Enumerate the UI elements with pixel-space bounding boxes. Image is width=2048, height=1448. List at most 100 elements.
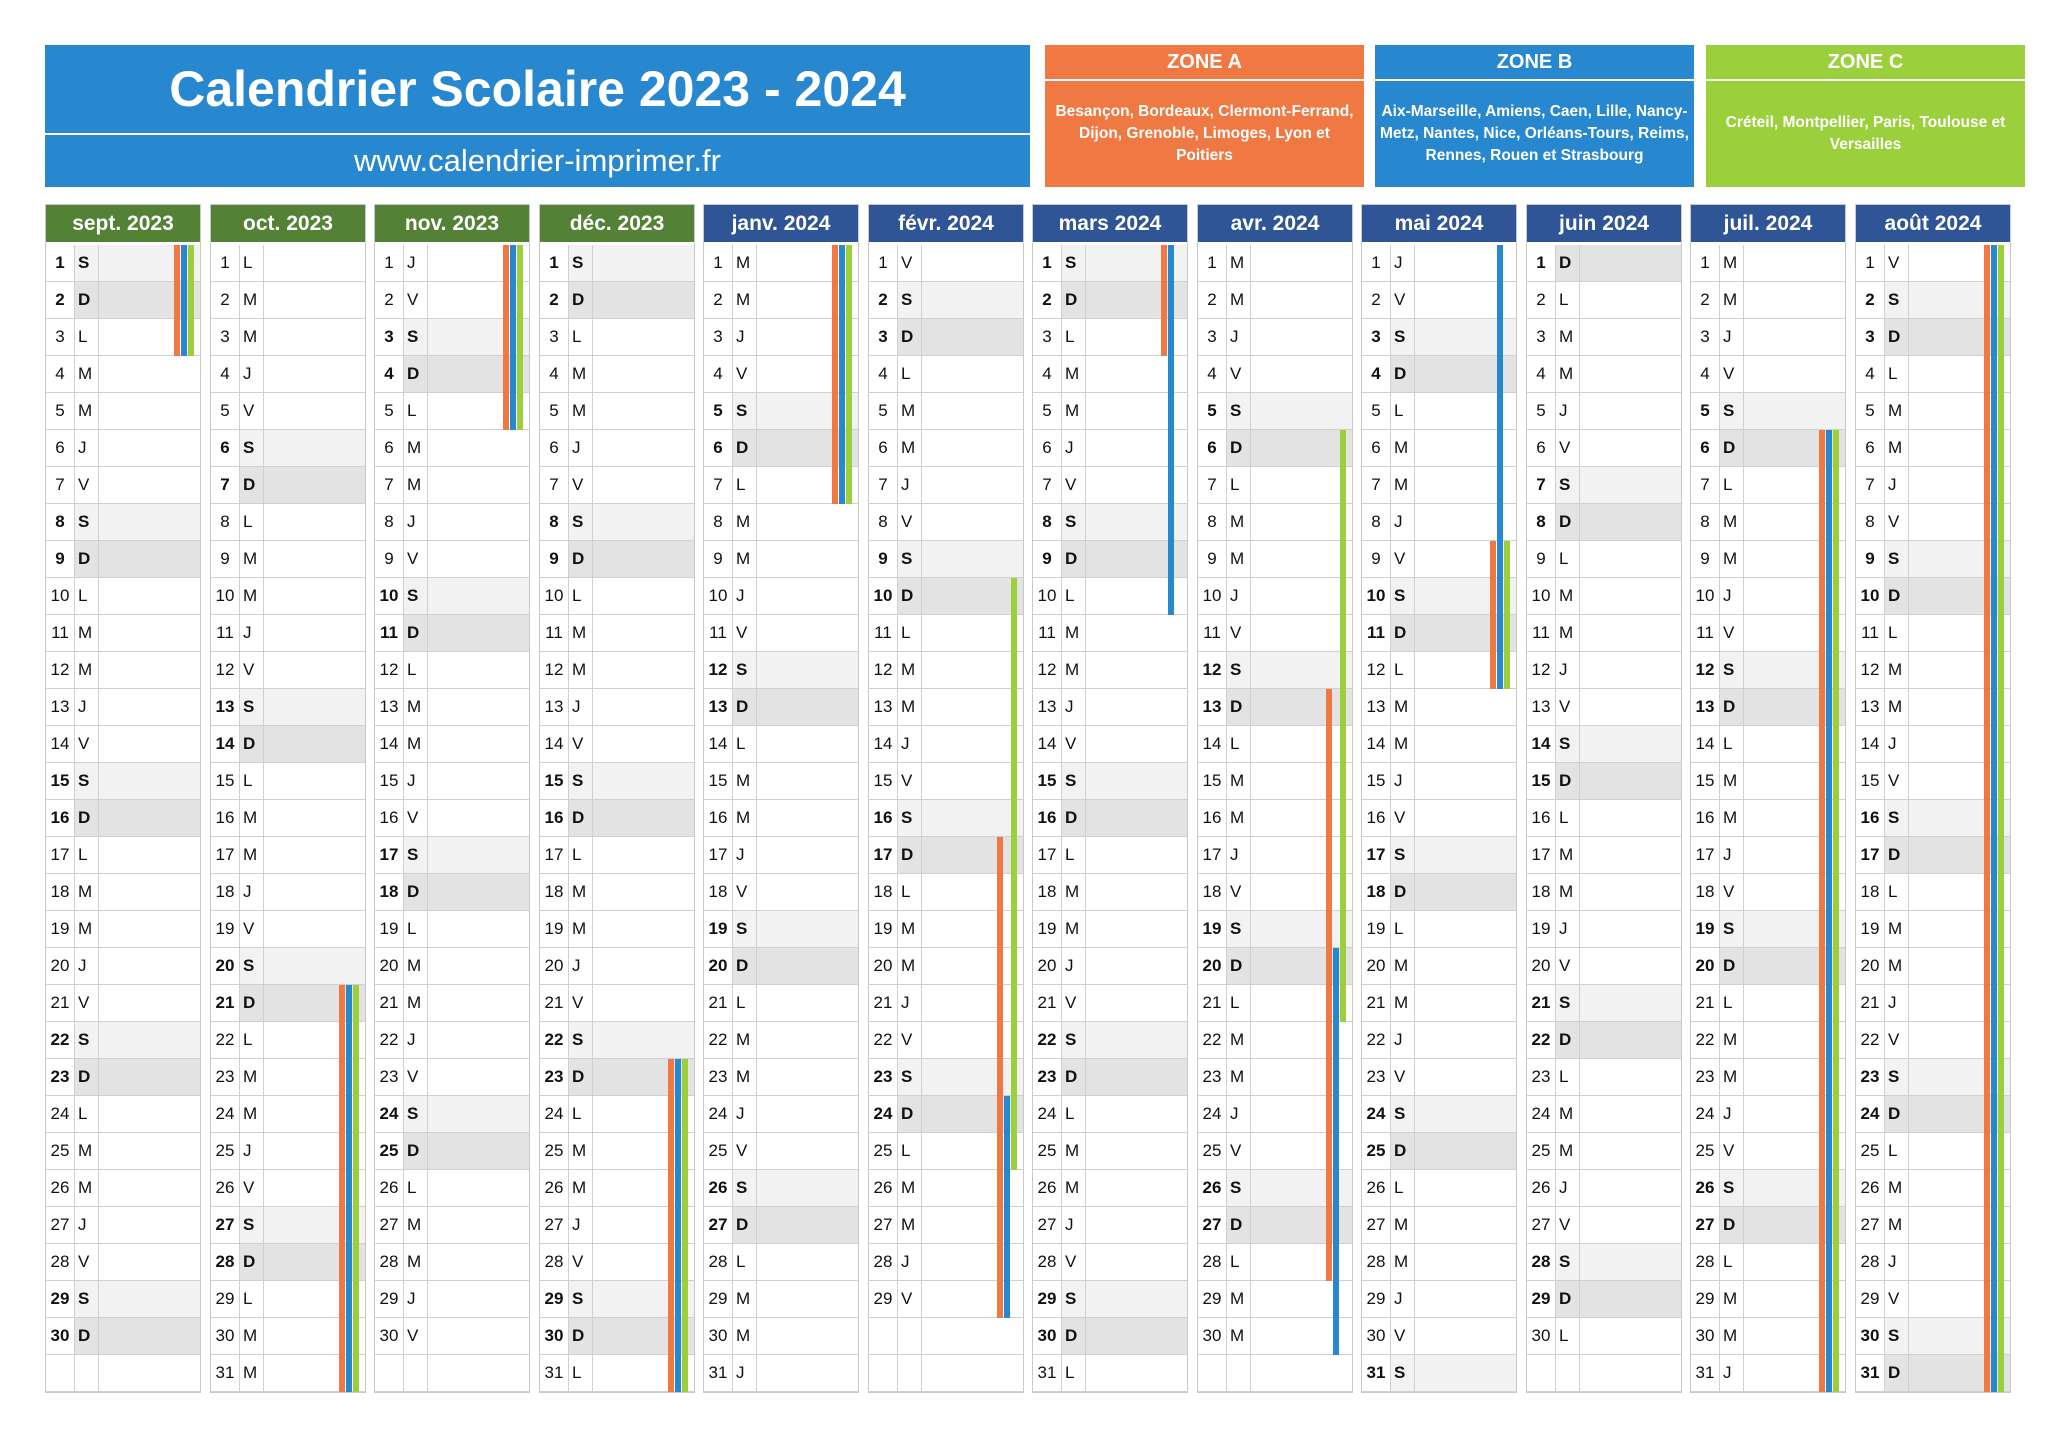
cell-separator [568,393,569,429]
cell-separator [1908,1059,1909,1095]
cell-separator [1250,837,1251,873]
holiday-bar-zone-b [1497,615,1503,652]
cell-separator [1719,911,1720,947]
day-number: 25 [1695,1141,1715,1160]
cell-separator [1908,467,1909,503]
cell-separator [1414,948,1415,984]
holiday-bar-zone-a [997,837,1003,874]
cell-separator [568,1207,569,1243]
day-number: 2 [713,290,723,309]
holiday-bar-zone-c [1998,393,2004,430]
cell-separator [756,1059,757,1095]
day-row: 12 S [704,652,858,689]
holiday-bar-zone-b [1168,393,1174,430]
cell-separator [98,1170,99,1206]
day-row: 19 J [1527,911,1681,948]
empty-day-row [375,1355,529,1392]
cell-separator [403,467,404,503]
cell-separator [239,393,240,429]
weekday-letter: M [1230,290,1245,309]
holiday-bar-zone-b [510,282,516,319]
cell-separator [1743,504,1744,540]
day-number: 11 [1038,623,1056,642]
cell-separator [897,837,898,873]
cell-separator [1555,1318,1556,1354]
day-number: 8 [1371,512,1381,531]
holiday-bar-zone-a [997,1207,1003,1244]
cell-separator [1061,1281,1062,1317]
weekday-letter: V [901,512,913,531]
cell-separator [239,874,240,910]
day-row: 12 L [1362,652,1516,689]
day-number: 8 [220,512,230,531]
cell-separator [1908,1096,1909,1132]
day-background [239,948,365,984]
cell-separator [1390,1022,1391,1058]
cell-separator [1414,1318,1415,1354]
holiday-bar-zone-c [1504,541,1510,578]
day-row: 24 S [375,1096,529,1133]
holiday-bar-zone-a [1984,1133,1990,1170]
cell-separator [239,1355,240,1391]
weekday-letter: V [1394,1326,1406,1345]
holiday-bar-zone-b [1991,689,1997,726]
holiday-bar-zone-a [1326,911,1332,948]
cell-separator [427,1096,428,1132]
cell-separator [98,689,99,725]
cell-separator [1390,911,1391,947]
cell-separator [568,467,569,503]
cell-separator [897,578,898,614]
day-row: 29 M [1198,1281,1352,1318]
holiday-bar-zone-c [1998,1059,2004,1096]
cell-separator [897,430,898,466]
holiday-bar-zone-c [1833,689,1839,726]
weekday-letter: V [407,549,419,568]
day-number: 20 [1366,956,1386,975]
cell-separator [1085,1170,1086,1206]
day-row: 10 J [1198,578,1352,615]
cell-separator [1226,1318,1227,1354]
cell-separator [568,689,569,725]
cell-separator [74,245,75,281]
cell-separator [427,1133,428,1169]
weekday-letter: M [1723,253,1738,272]
cell-separator [1555,615,1556,651]
cell-separator [1250,282,1251,318]
day-background [403,578,529,614]
day-number: 8 [1865,512,1875,531]
cell-separator [74,541,75,577]
day-number: 4 [549,364,559,383]
cell-separator [756,1355,757,1391]
cell-separator [403,1096,404,1132]
holiday-bar-zone-a [1984,763,1990,800]
website-link[interactable]: www.calendrier-imprimer.fr [354,143,721,178]
cell-separator [732,948,733,984]
day-row: 11 D [375,615,529,652]
weekday-letter: L [407,401,417,420]
weekday-letter: M [1559,586,1574,605]
day-row: 16 M [1691,800,1845,837]
day-number: 13 [1037,697,1057,716]
day-row: 10 M [211,578,365,615]
cell-separator [1226,504,1227,540]
cell-separator [239,948,240,984]
day-row: 19 M [1033,911,1187,948]
holiday-bar-zone-b [1991,504,1997,541]
cell-separator [592,541,593,577]
cell-separator [1250,652,1251,688]
cell-separator [756,763,757,799]
cell-separator [403,356,404,392]
day-background [403,1096,529,1132]
month-header-gap [1198,242,1352,245]
day-number: 8 [713,512,723,531]
holiday-bar-zone-a [1490,615,1496,652]
weekday-letter: M [901,919,916,938]
day-row: 19 M [1856,911,2010,948]
day-row: 11 M [46,615,200,652]
weekday-letter: S [736,401,748,420]
